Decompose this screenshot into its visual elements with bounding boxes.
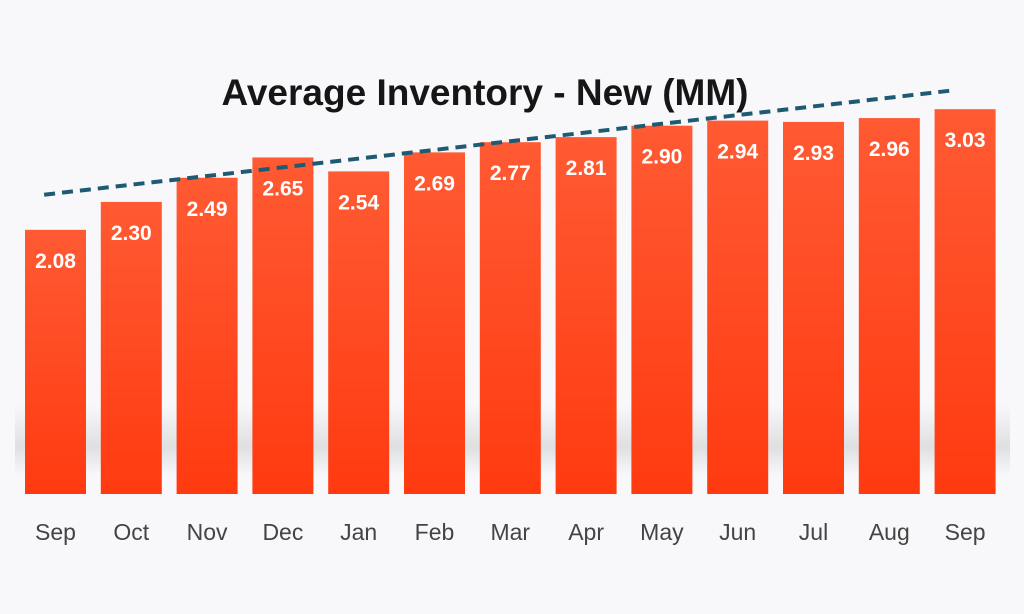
bar-nov-2 — [176, 177, 238, 494]
trendline — [43, 88, 954, 197]
bar-jun-9 — [707, 120, 769, 495]
bar-oct-1 — [100, 201, 162, 494]
data-label: 3.03 — [945, 129, 986, 152]
bar-jan-4 — [328, 171, 390, 495]
data-labels: 2.08 2.30 2.49 2.65 2.54 2.69 2.77 2.81 2.90 2.94… — [35, 129, 985, 273]
bar-mar-6 — [479, 142, 541, 494]
data-label: 2.65 — [262, 177, 303, 200]
bar-apr-7 — [555, 137, 617, 494]
x-tick-label: Dec — [262, 519, 303, 545]
data-label: 2.93 — [793, 142, 834, 165]
data-label: 2.08 — [35, 250, 76, 273]
x-tick-label: Sep — [35, 519, 76, 545]
bars — [25, 109, 996, 495]
data-label: 2.77 — [490, 162, 531, 185]
bar-jul-10 — [783, 121, 844, 494]
data-label: 2.69 — [414, 172, 455, 195]
bar-sep-0 — [25, 229, 86, 494]
x-axis-tick-labels: Sep Oct Nov Dec Jan Feb Mar Apr May Jun Jul Aug Sep — [35, 519, 986, 545]
x-tick-label: Feb — [415, 519, 455, 545]
x-tick-label: Oct — [113, 519, 149, 545]
x-tick-label: Apr — [568, 519, 604, 545]
data-label: 2.49 — [187, 198, 228, 221]
bar-sep-12 — [934, 109, 996, 494]
x-tick-label: Jun — [719, 519, 756, 545]
bar-feb-5 — [404, 152, 465, 494]
data-label: 2.30 — [111, 222, 152, 245]
chart-title: Average Inventory - New (MM) — [221, 72, 749, 113]
x-tick-label: Aug — [869, 519, 910, 545]
data-label: 2.90 — [641, 146, 682, 169]
bar-dec-3 — [252, 157, 314, 494]
data-label: 2.96 — [869, 138, 910, 161]
data-label: 2.81 — [566, 157, 607, 180]
bar-may-8 — [631, 125, 693, 494]
x-tick-label: May — [640, 519, 684, 545]
data-label: 2.54 — [338, 191, 379, 214]
trendline-dashed — [43, 88, 954, 197]
x-tick-label: Jul — [799, 519, 828, 545]
x-tick-label: Jan — [340, 519, 377, 545]
x-tick-label: Sep — [945, 519, 986, 545]
bar-aug-11 — [858, 118, 920, 494]
x-tick-label: Nov — [187, 519, 228, 545]
data-label: 2.94 — [717, 141, 758, 164]
x-tick-label: Mar — [490, 519, 530, 545]
